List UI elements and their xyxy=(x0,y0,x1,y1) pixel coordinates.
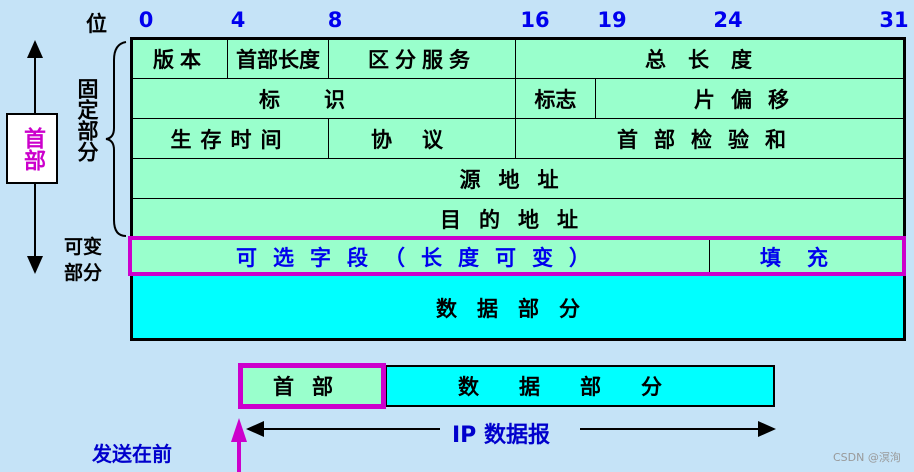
field-protocol: 协议 xyxy=(328,118,516,159)
bit-tick: 19 xyxy=(597,8,627,32)
field-ttl: 生存时间 xyxy=(132,118,329,159)
bit-tick: 8 xyxy=(327,8,343,32)
options-highlight xyxy=(128,236,906,276)
field-padding: 填充 xyxy=(709,238,904,276)
datagram-header: 首部 xyxy=(238,363,386,409)
bit-tick: 0 xyxy=(138,8,154,32)
field-fragment-offset: 片偏移 xyxy=(595,78,904,119)
field-dscp: 区分服务 xyxy=(328,39,516,79)
bit-tick: 31 xyxy=(879,8,909,32)
send-first-label: 发送在前 xyxy=(92,442,172,466)
header-label-box: 首部 xyxy=(6,113,58,184)
datagram-label: IP 数据报 xyxy=(452,423,550,448)
field-identification: 标识 xyxy=(132,78,516,119)
bit-tick: 16 xyxy=(520,8,550,32)
field-header-length: 首部长度 xyxy=(227,39,329,79)
field-destination-address: 目的地址 xyxy=(132,198,904,239)
fixed-part-brace xyxy=(105,41,127,237)
bit-axis-label: 位 xyxy=(86,12,107,36)
fixed-part-label: 固定部分 xyxy=(75,78,99,162)
send-first-arrow-head xyxy=(231,418,247,442)
bit-tick: 4 xyxy=(230,8,246,32)
field-version: 版本 xyxy=(132,39,228,79)
field-total-length: 总长度 xyxy=(515,39,904,79)
field-options: 可选字段（长度可变） xyxy=(132,238,710,276)
data-part: 数据部分 xyxy=(133,277,903,338)
field-header-checksum: 首部检验和 xyxy=(515,118,904,159)
field-source-address: 源地址 xyxy=(132,158,904,199)
watermark: CSDN @溟洵 xyxy=(833,451,901,464)
bit-tick: 24 xyxy=(713,8,743,32)
field-flags: 标志 xyxy=(515,78,596,119)
variable-part-label: 可变部分 xyxy=(64,236,103,284)
datagram-data: 数据部分 xyxy=(385,365,775,407)
